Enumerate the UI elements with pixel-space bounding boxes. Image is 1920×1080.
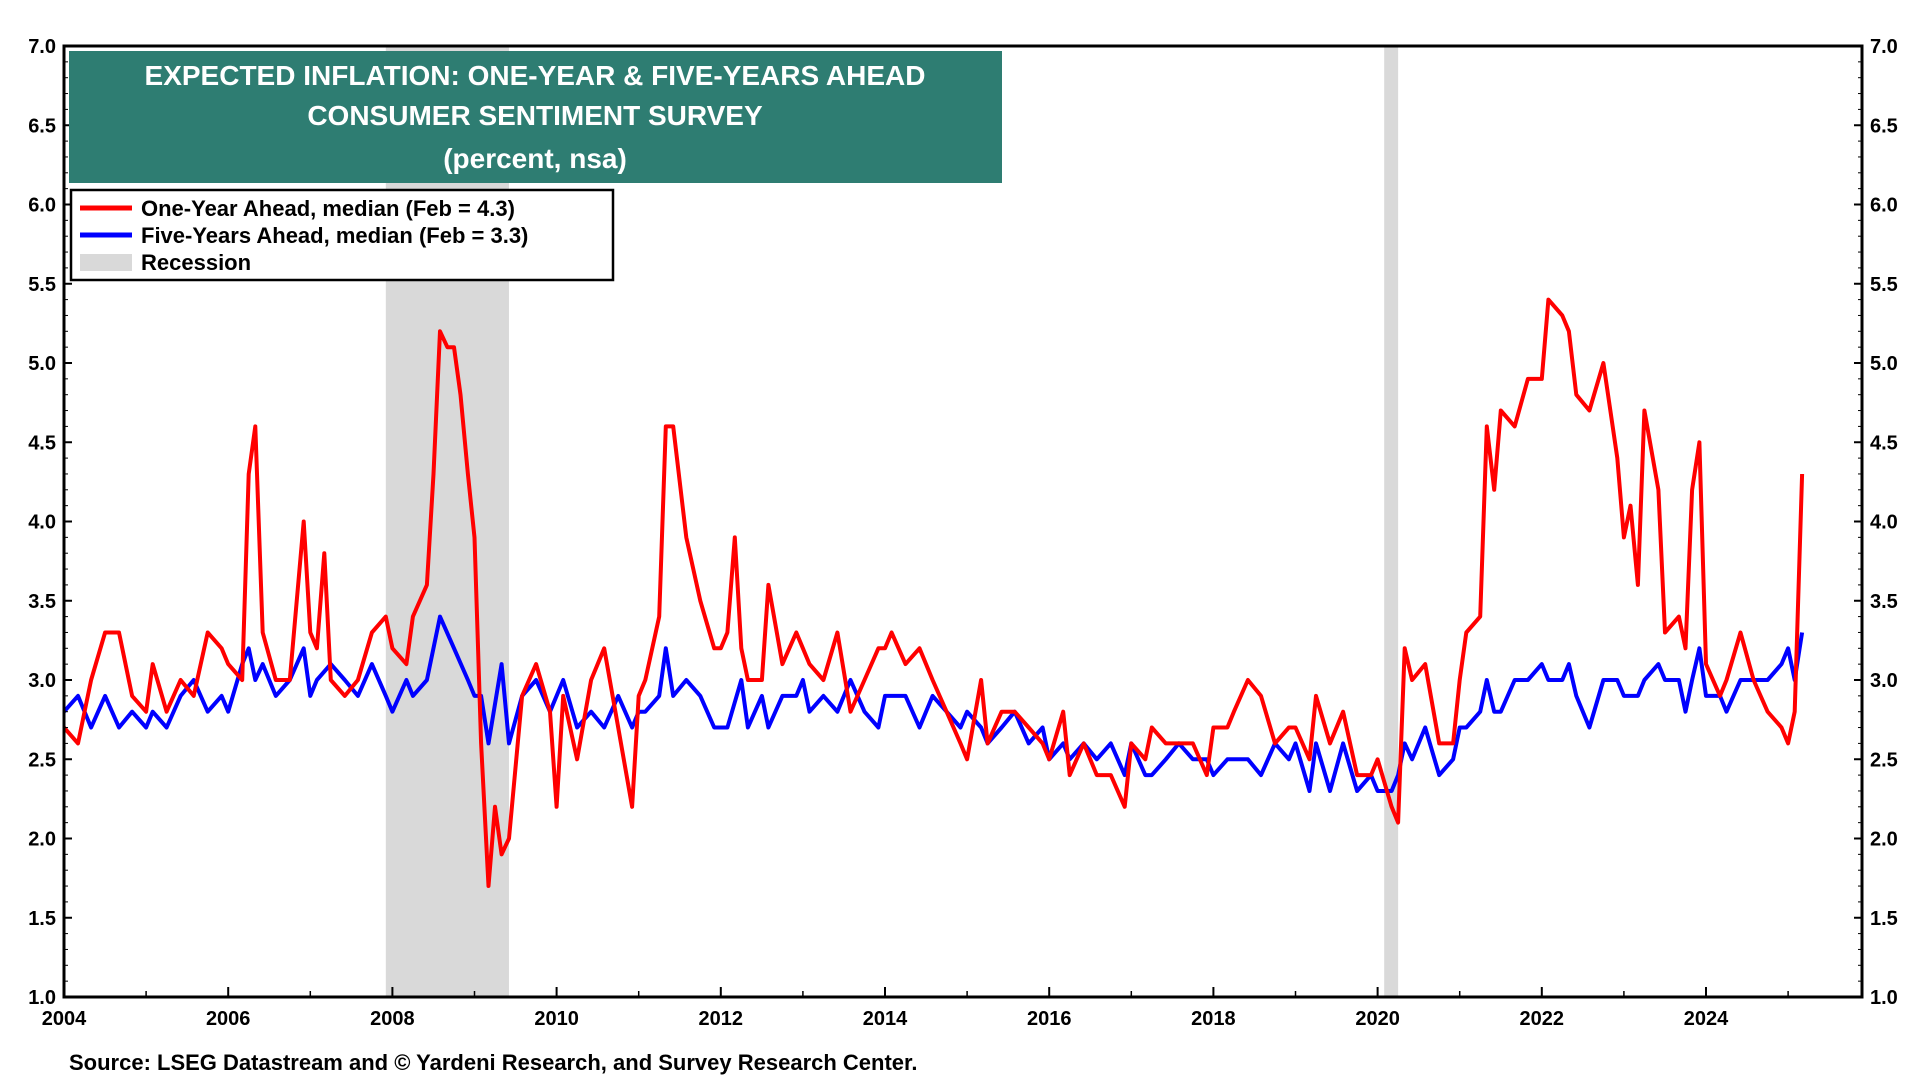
y-tick-label-left: 3.0 xyxy=(28,670,56,692)
y-tick-label-right: 4.5 xyxy=(1870,432,1898,454)
y-tick-label-right: 6.5 xyxy=(1870,115,1898,137)
y-tick-label-left: 5.5 xyxy=(28,274,56,296)
legend-label-five-year: Five-Years Ahead, median (Feb = 3.3) xyxy=(141,223,528,248)
recession-band-1 xyxy=(1384,46,1399,997)
chart-subtitle: CONSUMER SENTIMENT SURVEY xyxy=(307,100,763,131)
y-tick-label-right: 2.5 xyxy=(1870,749,1898,771)
x-tick-label: 2024 xyxy=(1684,1008,1729,1030)
y-tick-label-left: 2.0 xyxy=(28,829,56,851)
y-tick-label-left: 6.5 xyxy=(28,115,56,137)
y-tick-label-right: 1.5 xyxy=(1870,908,1898,930)
y-tick-label-left: 2.5 xyxy=(28,749,56,771)
y-tick-label-right: 1.0 xyxy=(1870,987,1898,1009)
chart-title: EXPECTED INFLATION: ONE-YEAR & FIVE-YEAR… xyxy=(145,60,926,91)
axis-ticks: 1.0 1.0 1.5 1.5 2.0 2.0 2.5 2.5 3.0 3.0 3.5 3.5 4.0 4… xyxy=(28,36,1898,1030)
y-tick-label-left: 6.0 xyxy=(28,195,56,217)
x-tick-label: 2020 xyxy=(1355,1008,1400,1030)
legend-label-recession: Recession xyxy=(141,250,251,275)
x-tick-label: 2018 xyxy=(1191,1008,1236,1030)
five-year-line xyxy=(62,614,1805,793)
series-layer xyxy=(62,297,1805,888)
y-tick-label-left: 1.5 xyxy=(28,908,56,930)
legend-label-one-year: One-Year Ahead, median (Feb = 4.3) xyxy=(141,196,515,221)
x-tick-label: 2016 xyxy=(1027,1008,1072,1030)
y-tick-label-right: 2.0 xyxy=(1870,829,1898,851)
y-tick-label-left: 4.5 xyxy=(28,432,56,454)
y-tick-label-right: 3.5 xyxy=(1870,591,1898,613)
x-tick-label: 2006 xyxy=(206,1008,251,1030)
y-tick-label-left: 7.0 xyxy=(28,36,56,58)
y-tick-label-left: 4.0 xyxy=(28,512,56,534)
one-year-line xyxy=(62,297,1805,888)
chart-units: (percent, nsa) xyxy=(443,143,627,174)
legend: One-Year Ahead, median (Feb = 4.3) Five-… xyxy=(69,188,615,282)
y-tick-label-right: 3.0 xyxy=(1870,670,1898,692)
source-note: Source: LSEG Datastream and © Yardeni Re… xyxy=(69,1050,918,1075)
legend-box xyxy=(69,188,615,282)
x-tick-label: 2022 xyxy=(1520,1008,1565,1030)
x-tick-label: 2014 xyxy=(863,1008,908,1030)
y-tick-label-left: 5.0 xyxy=(28,353,56,375)
y-tick-label-left: 3.5 xyxy=(28,591,56,613)
x-tick-label: 2008 xyxy=(370,1008,415,1030)
title-box xyxy=(69,51,1002,183)
x-tick-label: 2012 xyxy=(699,1008,744,1030)
x-tick-label: 2004 xyxy=(42,1008,87,1030)
y-tick-label-right: 6.0 xyxy=(1870,195,1898,217)
y-tick-label-right: 4.0 xyxy=(1870,512,1898,534)
y-tick-label-right: 7.0 xyxy=(1870,36,1898,58)
plot-frame xyxy=(62,44,1864,999)
x-tick-label: 2010 xyxy=(534,1008,579,1030)
y-tick-label-right: 5.0 xyxy=(1870,353,1898,375)
y-tick-label-left: 1.0 xyxy=(28,987,56,1009)
y-tick-label-right: 5.5 xyxy=(1870,274,1898,296)
legend-swatch-recession xyxy=(80,254,132,271)
recession-bands xyxy=(385,46,1399,997)
